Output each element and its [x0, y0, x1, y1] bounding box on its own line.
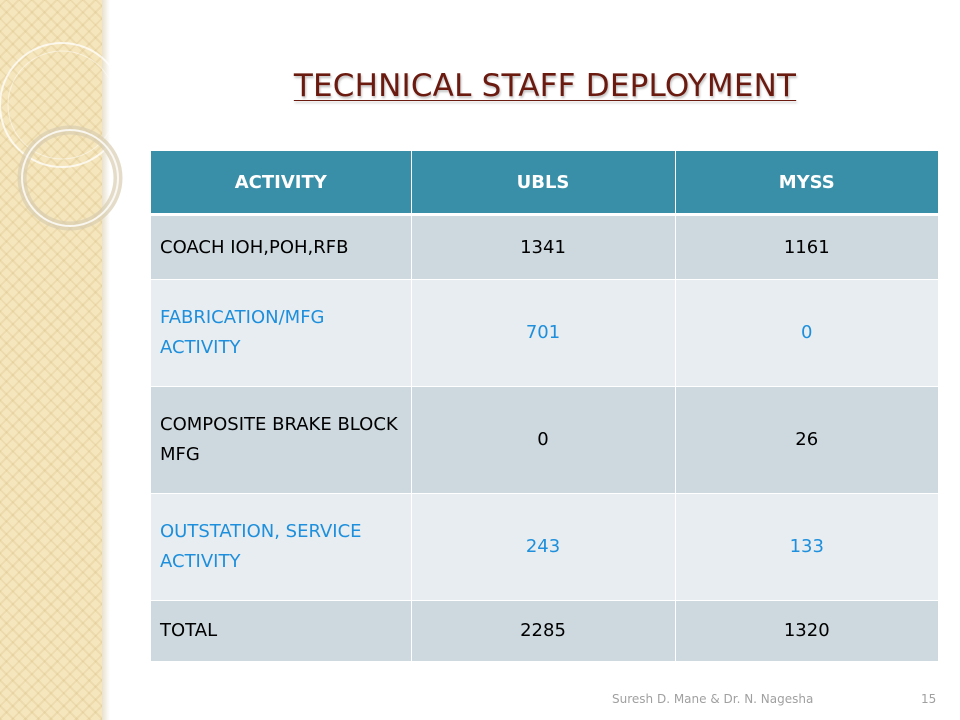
deployment-table: ACTIVITY UBLS MYSS COACH IOH,POH,RFB 134… — [151, 151, 938, 662]
decorative-side-band — [0, 0, 102, 720]
column-header-myss: MYSS — [675, 151, 938, 216]
ubls-cell: 0 — [411, 386, 676, 494]
activity-cell: FABRICATION/MFG ACTIVITY — [151, 279, 412, 387]
page-number: 15 — [921, 692, 937, 706]
activity-cell: TOTAL — [151, 600, 412, 662]
table-row-total: TOTAL 2285 1320 — [151, 600, 938, 662]
activity-cell: COMPOSITE BRAKE BLOCK MFG — [151, 386, 412, 494]
table-header-row: ACTIVITY UBLS MYSS — [151, 151, 938, 216]
activity-cell: COACH IOH,POH,RFB — [151, 214, 412, 280]
ubls-cell: 701 — [411, 279, 676, 387]
myss-cell: 133 — [675, 493, 938, 601]
myss-cell: 1161 — [675, 214, 938, 280]
table-row: COACH IOH,POH,RFB 1341 1161 — [151, 214, 938, 280]
myss-cell: 1320 — [675, 600, 938, 662]
slide-title: TECHNICAL STAFF DEPLOYMENT — [293, 68, 797, 104]
column-header-activity: ACTIVITY — [151, 151, 412, 216]
myss-cell: 0 — [675, 279, 938, 387]
table-row: COMPOSITE BRAKE BLOCK MFG 0 26 — [151, 386, 938, 494]
ubls-cell: 1341 — [411, 214, 676, 280]
table-row: OUTSTATION, SERVICE ACTIVITY 243 133 — [151, 493, 938, 601]
table-row: FABRICATION/MFG ACTIVITY 701 0 — [151, 279, 938, 387]
ubls-cell: 2285 — [411, 600, 676, 662]
decorative-rings — [0, 42, 125, 231]
ubls-cell: 243 — [411, 493, 676, 601]
footer-author: Suresh D. Mane & Dr. N. Nagesha — [612, 692, 814, 706]
myss-cell: 26 — [675, 386, 938, 494]
side-band-edge — [102, 0, 110, 720]
column-header-ubls: UBLS — [411, 151, 676, 216]
activity-cell: OUTSTATION, SERVICE ACTIVITY — [151, 493, 412, 601]
